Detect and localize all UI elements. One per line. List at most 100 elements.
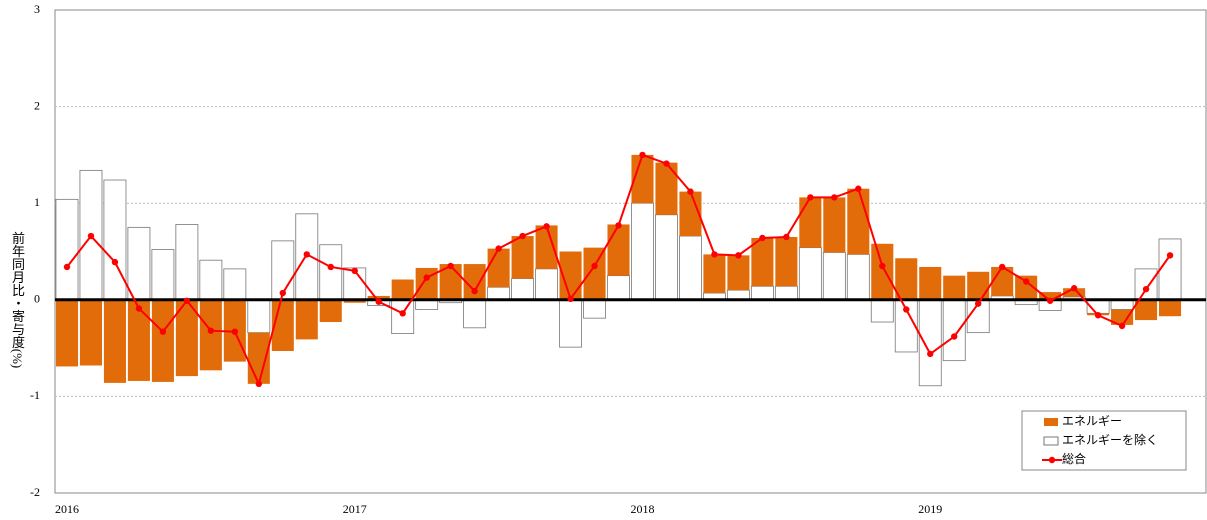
point bbox=[831, 194, 838, 201]
bar bbox=[1159, 299, 1182, 317]
point bbox=[231, 328, 239, 335]
legend-label: エネルギーを除く bbox=[1062, 432, 1158, 447]
point bbox=[351, 267, 358, 275]
bar bbox=[798, 247, 822, 301]
bar bbox=[775, 237, 798, 287]
bar bbox=[823, 197, 846, 253]
point bbox=[279, 289, 287, 297]
point bbox=[735, 252, 742, 259]
bar bbox=[151, 249, 175, 301]
bar bbox=[943, 275, 966, 300]
point bbox=[974, 300, 982, 307]
y-tick-label: 2 bbox=[34, 98, 40, 112]
bar bbox=[1039, 292, 1062, 300]
point bbox=[998, 263, 1006, 271]
point bbox=[1166, 252, 1174, 259]
point bbox=[399, 310, 406, 317]
bar bbox=[487, 286, 511, 301]
bar bbox=[846, 253, 870, 301]
bar bbox=[415, 267, 438, 300]
point bbox=[543, 223, 550, 230]
bar bbox=[511, 236, 534, 279]
point bbox=[567, 295, 574, 303]
bar bbox=[631, 202, 654, 301]
bar bbox=[1134, 268, 1158, 301]
bar bbox=[871, 243, 894, 300]
bar bbox=[511, 278, 535, 301]
bar bbox=[1135, 299, 1158, 321]
bar bbox=[727, 255, 750, 291]
bar bbox=[1063, 288, 1086, 297]
bar bbox=[679, 235, 702, 301]
bar bbox=[774, 285, 798, 301]
legend-swatch bbox=[1043, 436, 1059, 446]
bar bbox=[1158, 238, 1182, 301]
bar bbox=[607, 224, 630, 276]
bar bbox=[487, 248, 510, 288]
bar bbox=[847, 188, 870, 255]
bar bbox=[55, 198, 79, 301]
point bbox=[495, 245, 502, 252]
bar bbox=[127, 299, 150, 381]
point bbox=[255, 380, 263, 388]
bar bbox=[583, 247, 606, 300]
bar bbox=[751, 237, 774, 287]
legend-point bbox=[1048, 456, 1056, 464]
point bbox=[783, 233, 790, 241]
bar bbox=[655, 214, 678, 301]
bar bbox=[79, 299, 102, 366]
point bbox=[1118, 322, 1126, 330]
point bbox=[615, 222, 622, 229]
point bbox=[135, 305, 143, 312]
bar bbox=[559, 251, 582, 300]
point bbox=[639, 151, 646, 159]
bar bbox=[55, 299, 79, 367]
point bbox=[327, 263, 334, 271]
bar bbox=[1111, 309, 1134, 325]
point bbox=[447, 262, 454, 270]
bar bbox=[127, 226, 151, 301]
bar bbox=[942, 299, 966, 362]
point bbox=[1022, 278, 1030, 285]
x-tick-label: 2018 bbox=[630, 502, 654, 516]
point bbox=[807, 194, 814, 201]
point bbox=[111, 258, 119, 266]
plot-frame bbox=[54, 9, 1207, 494]
point bbox=[759, 234, 766, 242]
point bbox=[519, 232, 526, 240]
bar bbox=[967, 271, 990, 300]
bar bbox=[870, 299, 894, 323]
bar bbox=[918, 299, 942, 387]
x-tick-label: 2019 bbox=[918, 502, 942, 516]
y-tick-label: 0 bbox=[34, 292, 40, 306]
point bbox=[855, 185, 862, 192]
bar bbox=[607, 275, 630, 301]
point bbox=[663, 160, 670, 167]
bar bbox=[1015, 275, 1038, 300]
bar bbox=[583, 299, 606, 319]
point bbox=[879, 262, 886, 270]
y-axis-label: 前年同月比・寄与度(%) bbox=[10, 231, 25, 368]
legend-label: 総合 bbox=[1062, 451, 1086, 466]
point bbox=[207, 327, 215, 334]
bar bbox=[655, 162, 678, 215]
point bbox=[375, 298, 382, 305]
point bbox=[1094, 312, 1102, 319]
point bbox=[903, 306, 910, 313]
bar bbox=[799, 197, 822, 248]
bar bbox=[703, 254, 726, 294]
point bbox=[159, 328, 167, 335]
bar bbox=[151, 299, 174, 382]
point bbox=[303, 251, 310, 258]
bar bbox=[919, 266, 942, 300]
point bbox=[687, 188, 694, 195]
bar bbox=[895, 258, 918, 300]
bar bbox=[391, 279, 414, 300]
y-tick-label: 1 bbox=[34, 195, 40, 209]
bar bbox=[175, 224, 199, 301]
bar bbox=[199, 259, 223, 301]
point bbox=[63, 263, 71, 271]
point bbox=[591, 262, 598, 270]
point bbox=[471, 287, 478, 295]
